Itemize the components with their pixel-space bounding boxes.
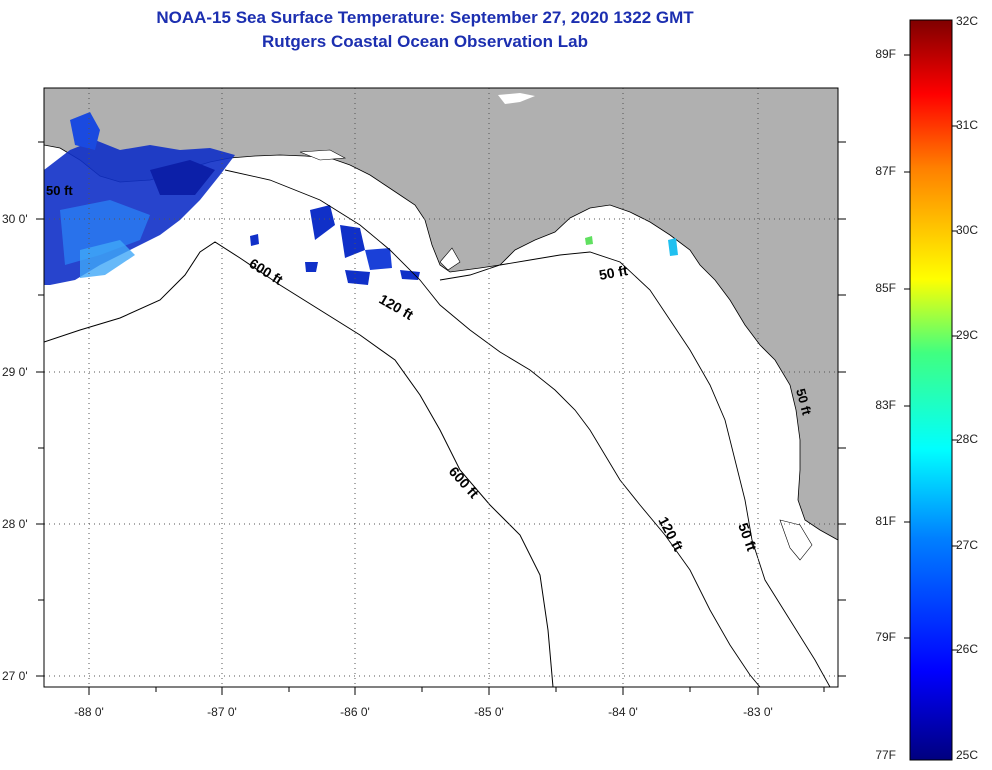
- map-subtitle: Rutgers Coastal Ocean Observation Lab: [262, 32, 588, 51]
- colorbar-label-79f: 79F: [875, 630, 896, 644]
- colorbar-label-81f: 81F: [875, 514, 896, 528]
- bay-shape: [439, 247, 461, 271]
- colorbar-label-77f: 77F: [875, 748, 896, 762]
- contour-120ft: [224, 169, 761, 687]
- map-title: NOAA-15 Sea Surface Temperature: Septemb…: [156, 8, 694, 27]
- colorbar-label-30c: 30C: [956, 223, 979, 237]
- lon-label-88: -88 0': [74, 705, 104, 719]
- colorbar-label-89f: 89F: [875, 47, 896, 61]
- lake-shape: [498, 93, 535, 104]
- lon-label-86: -86 0': [340, 705, 370, 719]
- lat-label-28: 28 0': [2, 517, 28, 531]
- tampa-bay: [779, 519, 813, 561]
- colorbar-ticks: [904, 54, 958, 651]
- colorbar-label-26c: 26C: [956, 642, 979, 656]
- colorbar-label-27c: 27C: [956, 538, 979, 552]
- contour-600ft: [44, 241, 554, 687]
- lon-label-87: -87 0': [207, 705, 237, 719]
- lat-label-27: 27 0': [2, 669, 28, 683]
- colorbar-label-87f: 87F: [875, 164, 896, 178]
- lon-label-83: -83 0': [743, 705, 773, 719]
- colorbar-label-25c: 25C: [956, 748, 979, 762]
- colorbar-label-83f: 83F: [875, 398, 896, 412]
- colorbar-label-29c: 29C: [956, 328, 979, 342]
- colorbar-label-32c: 32C: [956, 14, 979, 28]
- lat-label-29: 29 0': [2, 365, 28, 379]
- bay-shape-2: [299, 149, 347, 161]
- colorbar-label-28c: 28C: [956, 432, 979, 446]
- tick-marks: [36, 141, 846, 695]
- colorbar-label-85f: 85F: [875, 281, 896, 295]
- lon-label-84: -84 0': [608, 705, 638, 719]
- contour-label-edge: 50 ft: [46, 183, 73, 198]
- colorbar-label-31c: 31C: [956, 118, 979, 132]
- lon-label-85: -85 0': [474, 705, 504, 719]
- map-frame: [43, 87, 839, 688]
- contour-label-50-a: 50 ft: [598, 262, 629, 283]
- contour-50ft: [439, 251, 831, 687]
- contour-label-50-c: 50 ft: [793, 387, 815, 417]
- lat-label-30: 30 0': [2, 212, 28, 226]
- colorbar: [909, 19, 953, 761]
- sst-data-patches: [44, 112, 678, 285]
